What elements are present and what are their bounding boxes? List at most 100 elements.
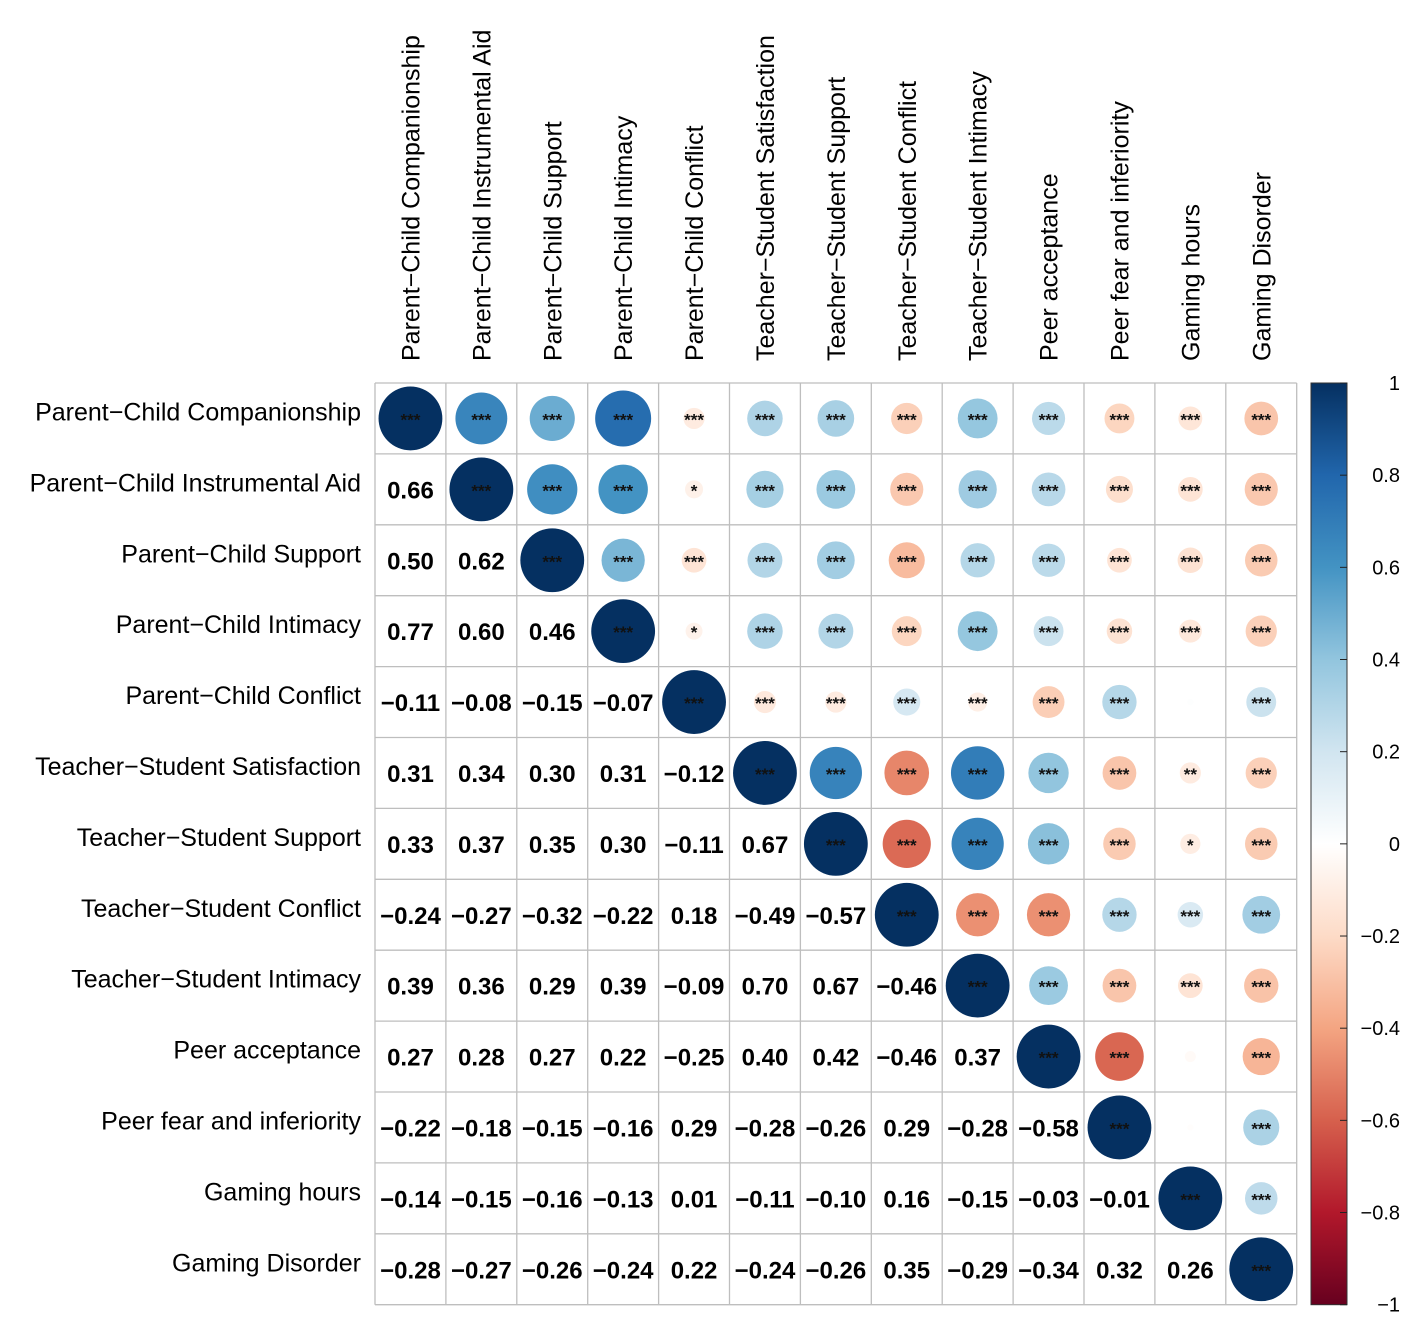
row-label: Parent−Child Instrumental Aid <box>30 469 361 497</box>
significance-stars-r2-c11: *** <box>1180 552 1200 571</box>
corr-circle-r1-c6 <box>816 469 856 509</box>
corr-circle-r0-c12 <box>1244 401 1279 436</box>
row-label: Peer fear and inferiority <box>101 1107 361 1135</box>
corr-circle-r3-c3 <box>591 599 656 664</box>
corr-circle-r5-c11 <box>1179 762 1201 784</box>
corr-circle-r2-c6 <box>816 541 855 580</box>
coef-label-r9-c8: 0.37 <box>954 1045 1001 1072</box>
row-label: Teacher−Student Intimacy <box>71 966 361 994</box>
coef-label-r8-c6: 0.67 <box>812 974 859 1001</box>
coef-label-r12-c7: 0.35 <box>883 1257 930 1284</box>
coef-label-r6-c1: 0.37 <box>458 832 505 859</box>
coef-label-r9-c4: −0.25 <box>664 1045 725 1072</box>
colorbar-tick-label: −1 <box>1377 1295 1400 1317</box>
corr-circle-r9-c9 <box>1016 1024 1081 1089</box>
corr-circle-r9-c12 <box>1242 1037 1280 1076</box>
corr-circle-r7-c11 <box>1177 901 1204 928</box>
coef-label-r3-c1: 0.60 <box>458 619 505 646</box>
significance-stars-r7-c7: *** <box>897 907 917 926</box>
colorbar: 1 0.8 0.6 0.4 0.2 0 −0.2 −0.4 −0.6 −0.8 −1 <box>1310 373 1400 1317</box>
corr-circle-r2-c5 <box>747 542 783 578</box>
significance-stars-r11-c11: *** <box>1180 1190 1200 1209</box>
coef-label-r10-c8: −0.28 <box>947 1115 1008 1142</box>
significance-stars-r8-c12: *** <box>1251 978 1271 997</box>
coef-label-r12-c0: −0.28 <box>380 1257 441 1284</box>
corr-circle-r8-c8 <box>945 953 1010 1018</box>
coef-label-r6-c0: 0.33 <box>387 832 434 859</box>
row-label: Teacher−Student Support <box>77 824 361 852</box>
corr-circle-r8-c10 <box>1102 968 1137 1003</box>
column-label: Peer acceptance <box>1036 173 1064 361</box>
significance-stars-r0-c5: *** <box>755 410 775 429</box>
corr-circle-r4-c5 <box>753 690 777 714</box>
coef-label-r8-c3: 0.39 <box>600 974 647 1001</box>
coef-label-r8-c0: 0.39 <box>387 974 434 1001</box>
row-label: Parent−Child Companionship <box>35 398 361 426</box>
significance-stars-r6-c9: *** <box>1039 836 1059 855</box>
corr-circle-r3-c7 <box>891 616 922 647</box>
significance-stars-r5-c9: *** <box>1039 765 1059 784</box>
corr-circle-r0-c6 <box>817 400 855 437</box>
significance-stars-r2-c4: *** <box>684 552 704 571</box>
significance-stars-r1-c1: *** <box>471 481 491 500</box>
significance-stars-r9-c12: *** <box>1251 1049 1271 1068</box>
colorbar-tick-label: 0.6 <box>1372 557 1400 579</box>
corr-circle-r5-c8 <box>950 746 1005 800</box>
corr-circle-r0-c7 <box>891 402 923 435</box>
corr-circle-r1-c10 <box>1105 475 1133 503</box>
significance-stars-r1-c5: *** <box>755 481 775 500</box>
coef-label-r10-c4: 0.29 <box>671 1115 718 1142</box>
corr-circle-r1-c9 <box>1031 472 1066 507</box>
coef-label-r8-c4: −0.09 <box>664 974 725 1001</box>
corr-circle-r7-c12 <box>1242 895 1281 934</box>
coef-label-r11-c5: −0.11 <box>735 1186 794 1213</box>
corr-circle-r3-c5 <box>747 613 783 649</box>
significance-stars-r1-c11: *** <box>1180 481 1200 500</box>
coef-label-r11-c3: −0.13 <box>593 1186 654 1213</box>
coef-label-r7-c5: −0.49 <box>735 903 796 930</box>
row-label: Teacher−Student Conflict <box>81 895 361 923</box>
coef-label-r10-c2: −0.15 <box>522 1115 583 1142</box>
coef-label-r7-c0: −0.24 <box>380 903 441 930</box>
significance-stars-r1-c2: *** <box>542 481 562 500</box>
coef-label-r7-c2: −0.32 <box>522 903 583 930</box>
significance-stars-r2-c6: *** <box>826 552 846 571</box>
corr-circle-r3-c12 <box>1245 615 1277 647</box>
significance-stars-r5-c11: ** <box>1184 765 1198 784</box>
corr-circle-r1-c5 <box>746 470 784 508</box>
significance-stars-r8-c9: *** <box>1039 978 1059 997</box>
coef-label-r12-c9: −0.34 <box>1018 1257 1079 1284</box>
corr-circle-r3-c10 <box>1106 618 1133 644</box>
correlation-circles <box>378 386 1294 1302</box>
coef-label-r5-c2: 0.30 <box>529 761 576 788</box>
colorbar-tick-label: −0.8 <box>1361 1203 1400 1225</box>
significance-stars-r3-c7: *** <box>897 623 917 642</box>
coef-label-r12-c5: −0.24 <box>735 1257 796 1284</box>
coef-label-r4-c3: −0.07 <box>593 690 654 717</box>
coef-label-r2-c1: 0.62 <box>458 548 505 575</box>
row-label: Teacher−Student Satisfaction <box>35 753 361 781</box>
corr-circle-r8-c12 <box>1244 968 1279 1003</box>
coef-label-r4-c1: −0.08 <box>451 690 512 717</box>
coef-label-r8-c5: 0.70 <box>742 974 789 1001</box>
column-label: Peer fear and inferiority <box>1106 101 1134 361</box>
significance-stars-r2-c12: *** <box>1251 552 1271 571</box>
significance-stars-r6-c8: *** <box>968 836 988 855</box>
coef-label-r3-c0: 0.77 <box>387 619 434 646</box>
corr-circle-r11-c12 <box>1244 1182 1278 1215</box>
significance-stars-r5-c7: *** <box>897 765 917 784</box>
row-label: Parent−Child Intimacy <box>116 611 362 639</box>
corr-circle-r12-c12 <box>1229 1237 1294 1302</box>
significance-stars-r3-c8: *** <box>968 623 988 642</box>
corr-circle-r6-c6 <box>803 811 868 876</box>
corr-circle-r7-c8 <box>956 893 1000 937</box>
coef-label-r12-c4: 0.22 <box>671 1257 718 1284</box>
corr-circle-r3-c11 <box>1178 619 1202 643</box>
significance-stars-r7-c9: *** <box>1039 907 1059 926</box>
significance-stars-r8-c11: *** <box>1180 978 1200 997</box>
significance-stars-r7-c8: *** <box>968 907 988 926</box>
corr-circle-r0-c0 <box>378 386 443 451</box>
corr-circle-r2-c3 <box>601 538 645 582</box>
significance-stars-r1-c4: * <box>691 481 698 500</box>
corr-circle-r2-c7 <box>888 542 925 579</box>
